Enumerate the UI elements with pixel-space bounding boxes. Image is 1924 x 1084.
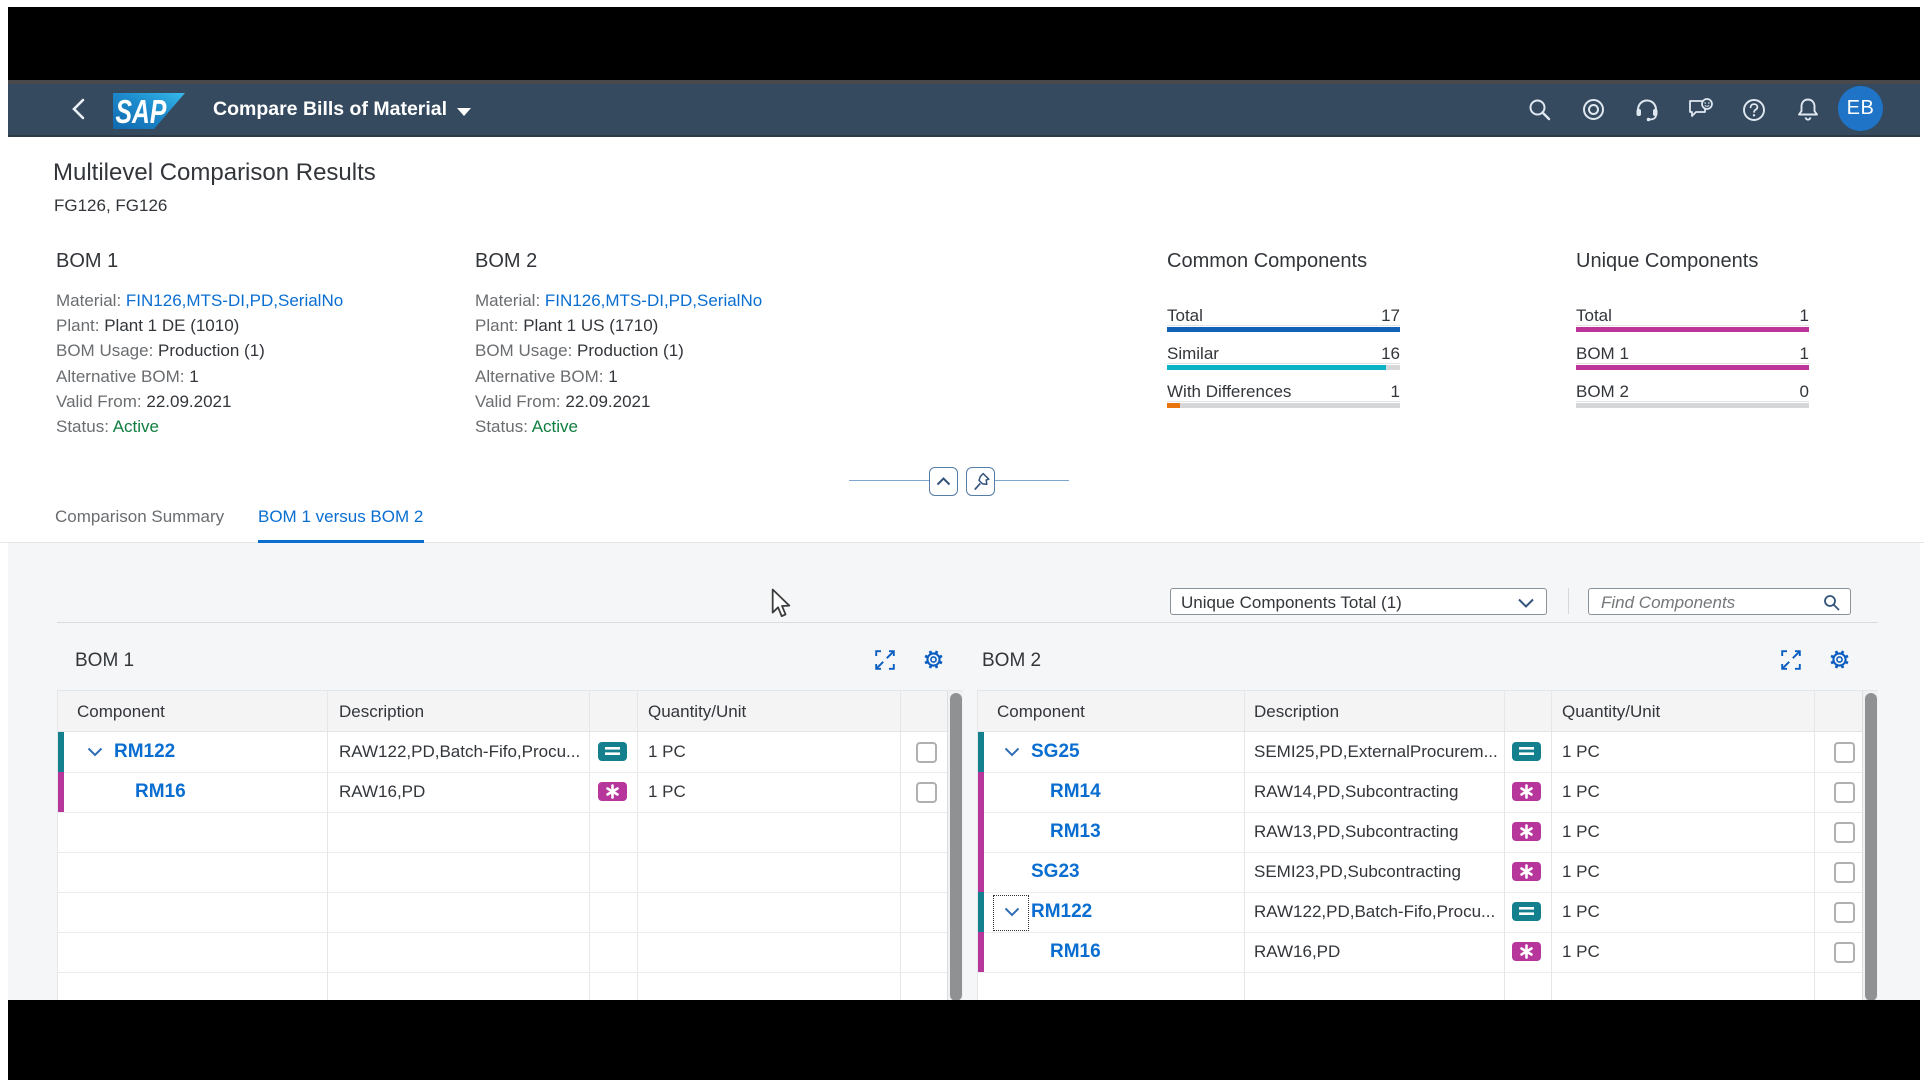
svg-text:SAP: SAP	[116, 95, 167, 129]
